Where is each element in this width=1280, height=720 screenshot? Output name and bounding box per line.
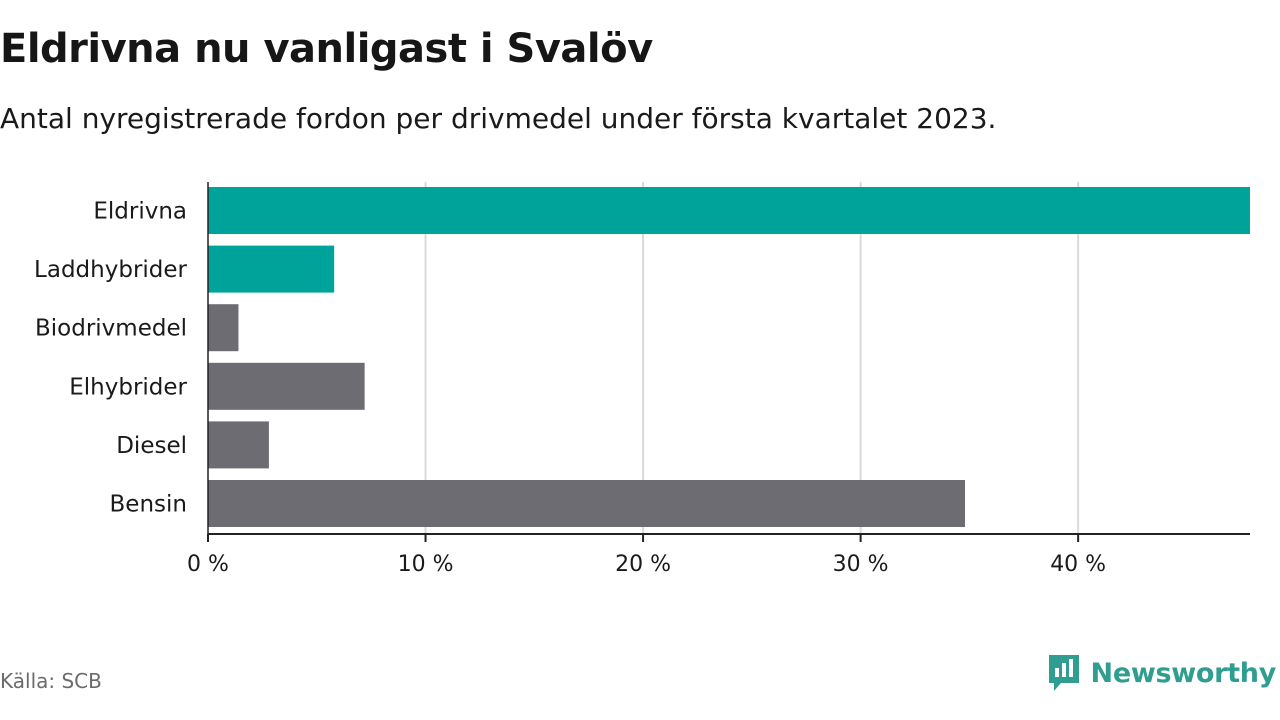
category-label: Laddhybrider xyxy=(34,257,187,283)
category-label: Biodrivmedel xyxy=(35,316,187,342)
bar xyxy=(208,421,269,469)
bar xyxy=(208,187,1250,234)
bar xyxy=(208,480,966,527)
category-label: Eldrivna xyxy=(93,199,187,225)
chart-subtitle: Antal nyregistrerade fordon per drivmede… xyxy=(0,102,997,135)
category-label: Bensin xyxy=(110,492,187,518)
bar xyxy=(208,245,335,293)
x-tick-label: 10 % xyxy=(398,552,454,577)
bar xyxy=(208,362,365,410)
x-tick-label: 0 % xyxy=(187,552,229,577)
category-label: Elhybrider xyxy=(69,374,187,400)
category-label: Diesel xyxy=(116,433,187,459)
brand-name: Newsworthy xyxy=(1090,657,1277,689)
brand-logo: Newsworthy xyxy=(1047,653,1276,693)
source-note: Källa: SCB xyxy=(0,669,102,693)
x-tick-label: 30 % xyxy=(833,552,889,577)
newsworthy-logo-icon xyxy=(1048,655,1079,691)
x-tick-label: 20 % xyxy=(615,552,671,577)
bar-chart: Eldrivna Laddhybrider Biodrivmedel Elhybrid… xyxy=(34,182,1250,577)
chart-title: Eldrivna nu vanligast i Svalöv xyxy=(0,26,653,72)
x-tick-label: 40 % xyxy=(1050,552,1106,577)
bar xyxy=(208,304,239,352)
